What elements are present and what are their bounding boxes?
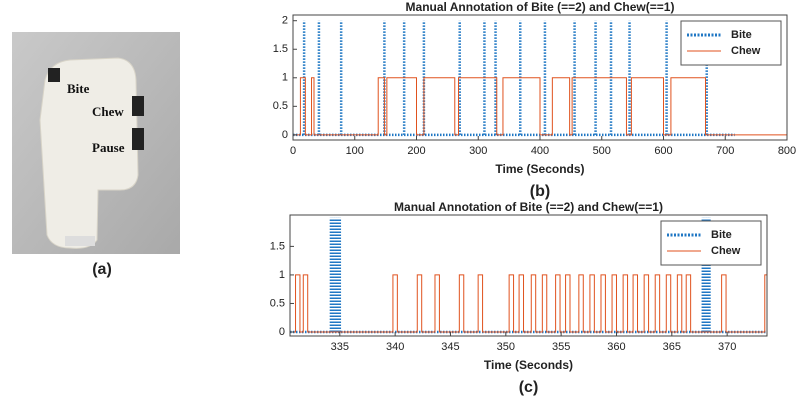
caption: (b) [530, 183, 550, 200]
y-tick-label: 2 [282, 15, 288, 27]
button [132, 128, 144, 150]
x-axis-label: Time (Seconds) [484, 358, 573, 372]
button [48, 68, 60, 82]
x-axis-label: Time (Seconds) [495, 162, 584, 176]
x-tick-label: 335 [331, 341, 349, 353]
photo-label: Chew [92, 104, 124, 119]
legend [680, 20, 782, 66]
chart-title: Manual Annotation of Bite (==2) and Chew… [406, 0, 675, 14]
x-tick-label: 370 [718, 341, 736, 353]
caption: (c) [519, 379, 539, 396]
photo: Bite Chew Pause (a) [12, 32, 180, 278]
x-tick-label: 700 [716, 145, 734, 157]
y-tick-label: 1 [282, 72, 288, 84]
cable [65, 236, 95, 246]
y-tick-label: 1 [279, 269, 285, 281]
chew-line [293, 77, 787, 136]
photo-label: Bite [67, 81, 90, 96]
y-tick-label: 0.5 [273, 100, 288, 112]
legend-label: Bite [731, 29, 752, 41]
x-tick-label: 365 [663, 341, 681, 353]
x-tick-label: 340 [386, 341, 404, 353]
caption: (a) [92, 261, 112, 278]
x-tick-label: 600 [654, 145, 672, 157]
button [132, 96, 144, 116]
legend-label: Chew [711, 245, 741, 257]
x-tick-label: 800 [778, 145, 796, 157]
y-tick-label: 1.5 [273, 43, 288, 55]
x-tick-label: 355 [552, 341, 570, 353]
x-tick-label: 500 [593, 145, 611, 157]
y-tick-label: 0.5 [270, 297, 285, 309]
x-tick-label: 100 [346, 145, 364, 157]
x-tick-label: 300 [469, 145, 487, 157]
legend-label: Bite [711, 229, 732, 241]
y-tick-label: 1.5 [270, 240, 285, 252]
x-tick-label: 400 [531, 145, 549, 157]
plot-layer [293, 20, 787, 137]
legend [660, 220, 762, 266]
x-tick-label: 0 [290, 145, 296, 157]
plot-layer [290, 217, 767, 334]
photo-label: Pause [92, 140, 125, 155]
device [39, 57, 139, 249]
chart-title: Manual Annotation of Bite (==2) and Chew… [394, 200, 663, 214]
y-tick-label: 0 [282, 129, 288, 141]
x-tick-label: 200 [407, 145, 425, 157]
x-tick-label: 350 [497, 341, 515, 353]
y-tick-label: 0 [279, 326, 285, 338]
x-tick-label: 345 [441, 341, 459, 353]
x-tick-label: 360 [607, 341, 625, 353]
axes-frame [289, 214, 768, 337]
legend-label: Chew [731, 45, 761, 57]
chew-line [290, 274, 767, 333]
